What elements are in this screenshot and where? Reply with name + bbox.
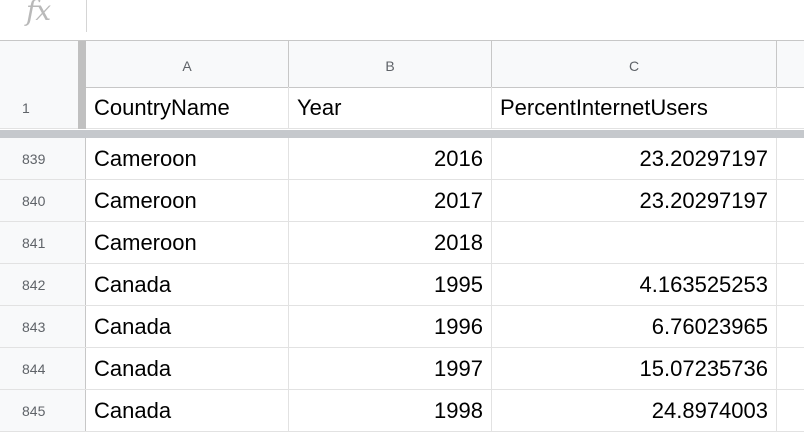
row-number[interactable]: 843 [0, 306, 86, 347]
header-data-row: 1 CountryName Year PercentInternetUsers [0, 87, 804, 129]
column-header-row: A B C [0, 41, 804, 88]
row-number[interactable]: 1 [0, 87, 86, 128]
column-header-c[interactable]: C [492, 41, 777, 87]
row-number[interactable]: 840 [0, 180, 86, 221]
table-row: 844 Canada 1997 15.07235736 [0, 348, 804, 390]
cell-percent[interactable]: 4.163525253 [492, 264, 777, 305]
row-number[interactable]: 845 [0, 390, 86, 431]
cell-year[interactable]: 1997 [289, 348, 492, 389]
cell-country[interactable]: Cameroon [86, 138, 289, 179]
cell-country[interactable]: Canada [86, 306, 289, 347]
column-header-b[interactable]: B [289, 41, 492, 87]
cell-percent[interactable]: 24.8974003 [492, 390, 777, 431]
formula-input[interactable] [96, 4, 796, 30]
row-number[interactable]: 844 [0, 348, 86, 389]
table-row: 845 Canada 1998 24.8974003 [0, 390, 804, 432]
frozen-column-divider[interactable] [78, 41, 86, 129]
cell-a1[interactable]: CountryName [86, 87, 289, 128]
cell-country[interactable]: Canada [86, 390, 289, 431]
fx-icon: fx [26, 0, 51, 27]
spreadsheet-grid: A B C 1 CountryName Year PercentInternet… [0, 40, 804, 441]
cell-year[interactable]: 2018 [289, 222, 492, 263]
cell-percent[interactable]: 23.20297197 [492, 138, 777, 179]
cell-year[interactable]: 1995 [289, 264, 492, 305]
select-all-corner[interactable] [0, 41, 79, 87]
cell-percent[interactable]: 15.07235736 [492, 348, 777, 389]
row-number[interactable]: 842 [0, 264, 86, 305]
cell-c1[interactable]: PercentInternetUsers [492, 87, 777, 128]
row-number[interactable]: 841 [0, 222, 86, 263]
cell-country[interactable]: Canada [86, 348, 289, 389]
table-row: 839 Cameroon 2016 23.20297197 [0, 138, 804, 180]
cell-country[interactable]: Cameroon [86, 222, 289, 263]
cell-year[interactable]: 2016 [289, 138, 492, 179]
cell-percent[interactable] [492, 222, 777, 263]
cell-percent[interactable]: 23.20297197 [492, 180, 777, 221]
cell-b1[interactable]: Year [289, 87, 492, 128]
table-row: 842 Canada 1995 4.163525253 [0, 264, 804, 306]
cell-year[interactable]: 1996 [289, 306, 492, 347]
cell-percent[interactable]: 6.76023965 [492, 306, 777, 347]
cell-year[interactable]: 2017 [289, 180, 492, 221]
table-row: 840 Cameroon 2017 23.20297197 [0, 180, 804, 222]
cell-country[interactable]: Canada [86, 264, 289, 305]
frozen-row-divider[interactable] [0, 130, 804, 138]
table-row: 841 Cameroon 2018 [0, 222, 804, 264]
table-row: 843 Canada 1996 6.76023965 [0, 306, 804, 348]
row-number[interactable]: 839 [0, 138, 86, 179]
cell-country[interactable]: Cameroon [86, 180, 289, 221]
formula-bar-divider [86, 0, 87, 32]
column-header-a[interactable]: A [86, 41, 289, 87]
cell-year[interactable]: 1998 [289, 390, 492, 431]
formula-bar: fx [0, 0, 804, 40]
